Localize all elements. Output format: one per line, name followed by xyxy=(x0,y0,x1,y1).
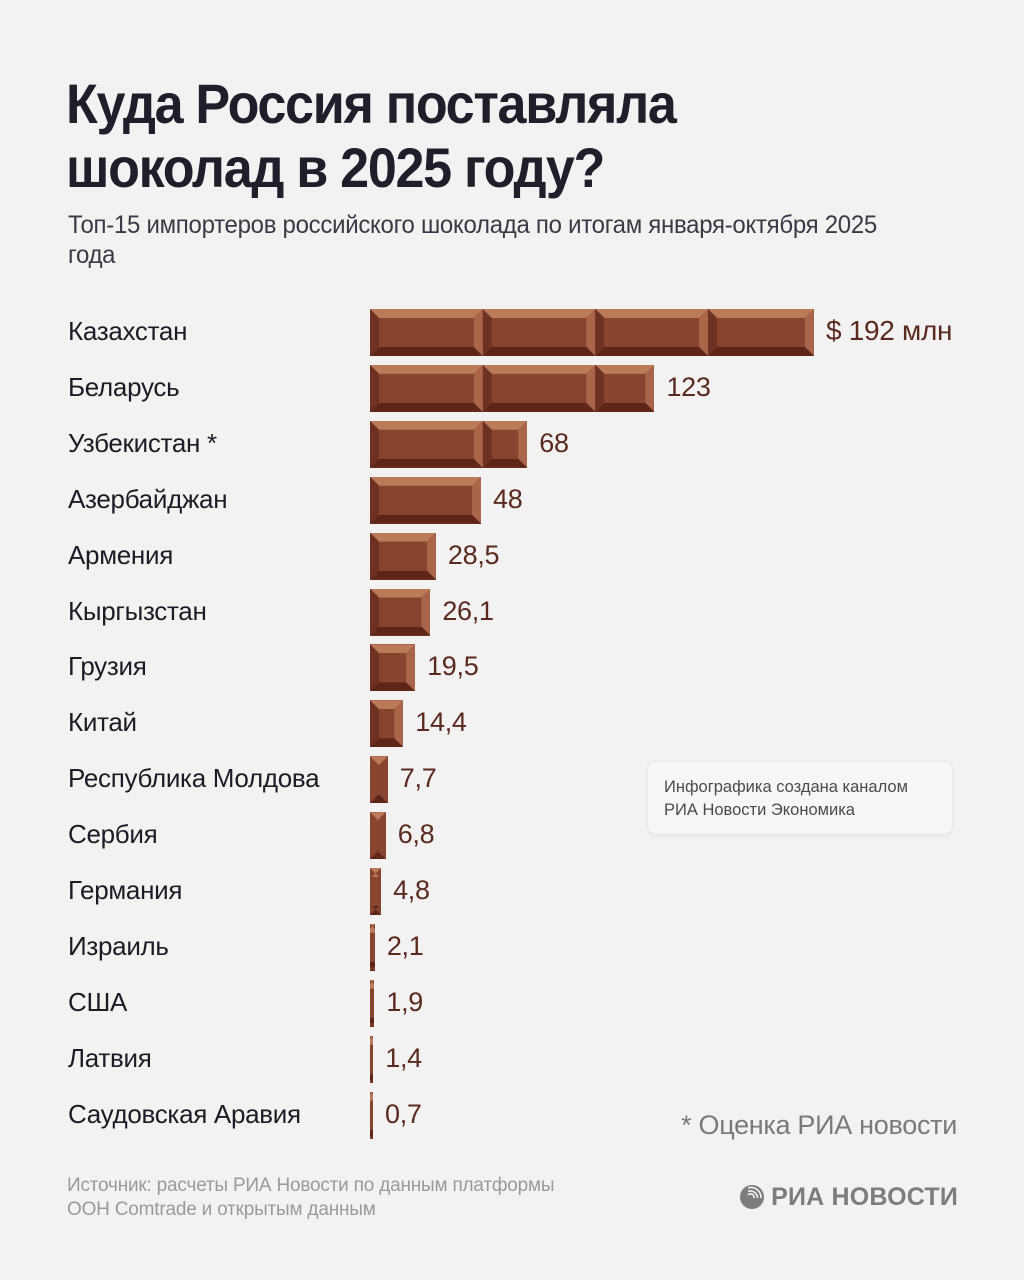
country-label: Латвия xyxy=(68,1042,152,1073)
chocolate-bar xyxy=(370,700,404,748)
source-line-2: ООН Comtrade и открытым данным xyxy=(67,1199,376,1220)
country-label: Саудовская Аравия xyxy=(68,1098,301,1129)
chocolate-bar xyxy=(370,420,528,468)
value-label: 7,7 xyxy=(399,763,437,794)
chart-row: США 1,9 xyxy=(0,977,1024,1027)
chocolate-piece xyxy=(370,644,416,692)
country-label: Грузия xyxy=(68,651,147,682)
country-label: Узбекистан * xyxy=(68,427,217,458)
chocolate-piece xyxy=(370,1035,374,1083)
chocolate-piece xyxy=(708,309,814,356)
value-label: 48 xyxy=(493,483,523,514)
chocolate-piece xyxy=(482,364,596,412)
chocolate-bar xyxy=(370,532,436,580)
country-label: Казахстан xyxy=(68,316,188,346)
chart-row: Саудовская Аравия 0,7 xyxy=(0,1089,1024,1139)
country-label: Китай xyxy=(68,707,137,738)
country-label: Азербайджан xyxy=(68,483,228,514)
chocolate-bar xyxy=(370,588,431,636)
value-label: 1,4 xyxy=(385,1042,422,1073)
chart-row: Беларусь 123 xyxy=(0,362,1024,412)
source-line-1: Источник: расчеты РИА Новости по данным … xyxy=(67,1175,555,1196)
chocolate-bar xyxy=(370,979,375,1027)
value-label: 14,4 xyxy=(415,707,467,738)
chocolate-bar xyxy=(370,756,388,804)
chocolate-piece xyxy=(370,923,375,971)
chocolate-piece xyxy=(370,756,388,804)
chart-row: Кыргызстан 26,1 xyxy=(0,586,1024,636)
source-note: Источник: расчеты РИА Новости по данным … xyxy=(67,1174,667,1222)
chart-row: Сербия 6,8 xyxy=(0,809,1024,860)
value-label: 4,8 xyxy=(393,875,430,905)
chart-row: Израиль 2,1 xyxy=(0,921,1024,971)
chart-row: Азербайджан 48 xyxy=(0,474,1024,524)
value-label: 28,5 xyxy=(447,539,500,570)
credit-line-1: Инфографика создана каналом xyxy=(664,778,908,796)
title-line-2: шоколад в 2025 году? xyxy=(66,136,605,199)
chart-row: Узбекистан * 68 xyxy=(0,418,1024,468)
credit-line-2: РИА Новости Экономика xyxy=(664,801,855,819)
chocolate-bar xyxy=(370,868,382,915)
chocolate-piece xyxy=(370,868,382,915)
chocolate-bar xyxy=(370,364,655,412)
chocolate-piece xyxy=(370,700,404,748)
chocolate-piece xyxy=(595,364,655,412)
value-label: 6,8 xyxy=(397,819,435,850)
chocolate-bar xyxy=(370,923,375,971)
value-label: 1,9 xyxy=(386,986,424,1017)
credit-box: Инфографика создана каналом РИА Новости … xyxy=(648,762,952,834)
chocolate-piece xyxy=(370,532,436,580)
chocolate-piece xyxy=(595,309,709,356)
chart-row: Китай 14,4 xyxy=(0,697,1024,748)
chocolate-piece xyxy=(370,476,481,524)
title-line-1: Куда Россия поставляла xyxy=(66,72,677,135)
country-label: Беларусь xyxy=(68,371,180,402)
page-title: Куда Россия поставляла шоколад в 2025 го… xyxy=(66,72,810,200)
chocolate-bar xyxy=(370,1091,373,1139)
value-label: 68 xyxy=(539,427,569,458)
chocolate-piece xyxy=(482,309,596,356)
chocolate-piece xyxy=(482,420,528,468)
chocolate-piece xyxy=(370,1091,373,1139)
chart-row: Республика Молдова 7,7 xyxy=(0,753,1024,804)
chocolate-piece xyxy=(370,309,483,356)
country-label: Германия xyxy=(68,875,183,905)
chart-row: Грузия 19,5 xyxy=(0,641,1024,692)
value-label: 123 xyxy=(666,371,711,402)
chocolate-piece xyxy=(370,812,386,860)
country-label: Сербия xyxy=(68,819,158,850)
value-label: 2,1 xyxy=(386,930,424,961)
logo-text: РИА НОВОСТИ xyxy=(771,1182,958,1211)
chocolate-piece xyxy=(370,588,431,636)
chart-row: Латвия 1,4 xyxy=(0,1033,1024,1083)
ria-logo: РИА НОВОСТИ xyxy=(739,1180,958,1214)
globe-icon xyxy=(740,1185,765,1209)
country-label: Кыргызстан xyxy=(68,595,207,626)
chocolate-bar xyxy=(370,476,481,524)
country-label: Армения xyxy=(68,539,173,570)
chart-row: Казахстан $ 192 млн xyxy=(0,306,1024,356)
chocolate-bar xyxy=(370,644,416,692)
chocolate-bar xyxy=(370,812,386,860)
chocolate-piece xyxy=(370,364,483,412)
chart-row: Германия 4,8 xyxy=(0,865,1024,915)
footnote: * Оценка РИА новости xyxy=(681,1110,957,1140)
country-label: США xyxy=(68,986,128,1017)
chocolate-bar xyxy=(370,309,814,356)
value-label: 19,5 xyxy=(427,651,479,682)
country-label: Израиль xyxy=(68,930,169,961)
chocolate-bar xyxy=(370,1035,374,1083)
country-label: Республика Молдова xyxy=(68,763,320,794)
value-label: $ 192 млн xyxy=(826,315,953,346)
subtitle: Топ-15 импортеров российского шоколада п… xyxy=(68,211,877,269)
chocolate-piece xyxy=(370,420,483,468)
chocolate-piece xyxy=(370,979,375,1027)
value-label: 26,1 xyxy=(442,595,494,626)
chart-row: Армения 28,5 xyxy=(0,530,1024,580)
value-label: 0,7 xyxy=(385,1098,422,1129)
